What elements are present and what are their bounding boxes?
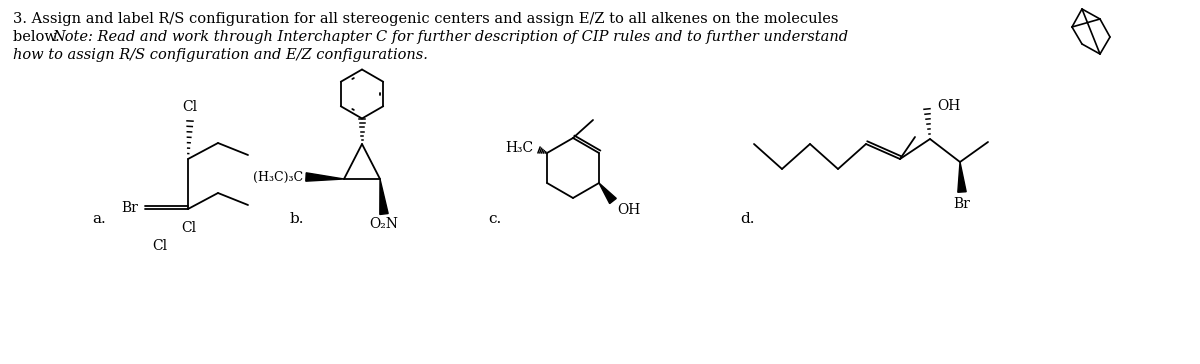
Text: Cl: Cl <box>181 221 197 235</box>
Text: (H₃C)₃C: (H₃C)₃C <box>253 170 302 183</box>
Text: d.: d. <box>740 212 755 226</box>
Text: O₂N: O₂N <box>370 217 398 231</box>
Polygon shape <box>380 179 388 214</box>
Polygon shape <box>958 162 966 192</box>
Text: H₃C: H₃C <box>505 141 533 155</box>
Text: OH: OH <box>617 203 641 217</box>
Text: how to assign R/S configuration and E/Z configurations.: how to assign R/S configuration and E/Z … <box>13 48 428 62</box>
Text: Br: Br <box>121 201 138 215</box>
Text: Cl: Cl <box>182 100 198 114</box>
Text: b.: b. <box>290 212 305 226</box>
Text: OH: OH <box>937 99 960 113</box>
Text: c.: c. <box>488 212 502 226</box>
Text: Cl: Cl <box>152 239 168 253</box>
Text: Note: Read and work through Interchapter C for further description of CIP rules : Note: Read and work through Interchapter… <box>53 30 848 44</box>
Text: 3. Assign and label R/S configuration for all stereogenic centers and assign E/Z: 3. Assign and label R/S configuration fo… <box>13 12 839 26</box>
Polygon shape <box>306 173 344 181</box>
Polygon shape <box>599 183 617 203</box>
Text: a.: a. <box>92 212 106 226</box>
Text: below.: below. <box>13 30 65 44</box>
Text: Br: Br <box>954 197 971 211</box>
